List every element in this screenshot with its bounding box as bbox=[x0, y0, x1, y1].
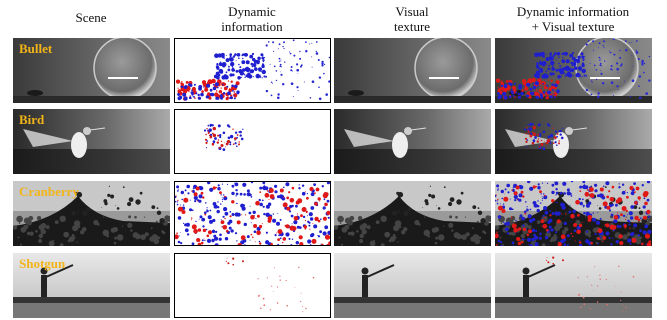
column-header: Dynamic information+ Visual texture bbox=[494, 4, 652, 34]
image bbox=[495, 181, 652, 246]
scene-image bbox=[334, 253, 491, 318]
row-label: Cranberry bbox=[19, 184, 79, 200]
scene-image bbox=[334, 181, 491, 246]
header-line: Visual bbox=[333, 4, 491, 19]
row-label: Shotgun bbox=[19, 256, 65, 272]
header-line: texture bbox=[333, 19, 491, 34]
header-line: Dynamic bbox=[173, 4, 331, 19]
figure: SceneDynamicinformationVisualtextureDyna… bbox=[0, 0, 667, 320]
event-map bbox=[174, 253, 331, 318]
event-map bbox=[174, 181, 331, 246]
scene-image bbox=[334, 38, 491, 103]
image bbox=[334, 38, 491, 103]
image bbox=[495, 38, 652, 103]
image bbox=[175, 254, 331, 318]
scene-image bbox=[334, 109, 491, 174]
image bbox=[495, 253, 652, 318]
row-label: Bullet bbox=[19, 41, 52, 57]
header-line: Dynamic information bbox=[494, 4, 652, 19]
image bbox=[334, 109, 491, 174]
scene-image bbox=[495, 253, 652, 318]
event-map bbox=[174, 109, 331, 174]
image bbox=[334, 253, 491, 318]
header-line: + Visual texture bbox=[494, 19, 652, 34]
image bbox=[175, 182, 331, 246]
scene-image bbox=[495, 38, 652, 103]
image bbox=[175, 110, 331, 174]
image bbox=[175, 39, 331, 103]
event-map bbox=[174, 38, 331, 103]
column-header: Scene bbox=[12, 10, 170, 25]
row-label: Bird bbox=[19, 112, 44, 128]
header-line: information bbox=[173, 19, 331, 34]
image bbox=[495, 109, 652, 174]
header-line: Scene bbox=[12, 10, 170, 25]
image bbox=[334, 181, 491, 246]
scene-image bbox=[495, 109, 652, 174]
scene-image bbox=[495, 181, 652, 246]
